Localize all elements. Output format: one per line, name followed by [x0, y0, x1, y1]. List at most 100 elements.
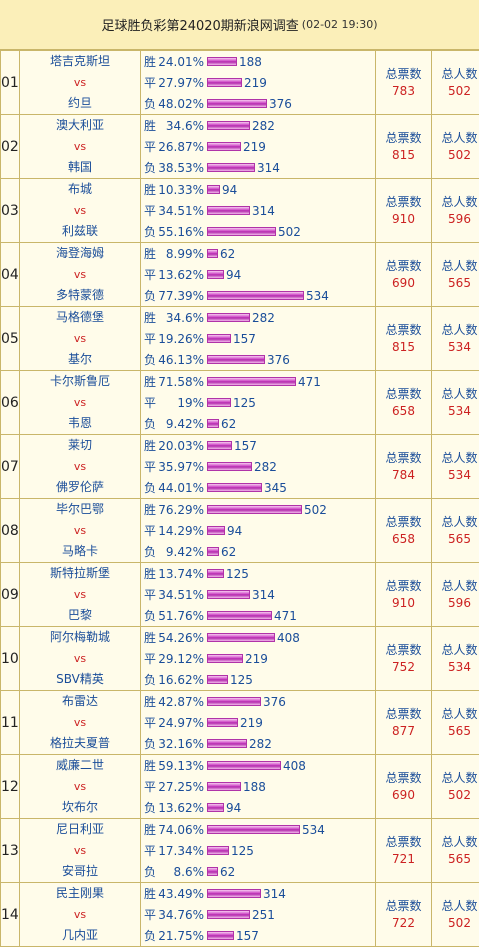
away-team[interactable]: 格拉夫夏普	[20, 733, 140, 754]
total-votes-cell: 总票数 752	[376, 627, 432, 691]
away-team[interactable]: SBV精英	[20, 669, 140, 690]
odds-percent-lose: 32.16%	[157, 737, 207, 751]
vs-label: vs	[20, 328, 140, 349]
odds-label-lose: 负	[144, 223, 157, 240]
home-team[interactable]: 马格德堡	[20, 307, 140, 328]
odds-count-lose: 157	[236, 929, 259, 943]
odds-row-win: 胜 10.33% 94	[144, 179, 375, 200]
away-team[interactable]: 约旦	[20, 93, 140, 114]
total-votes-cell: 总票数 721	[376, 819, 432, 883]
odds-label-win: 胜	[144, 373, 157, 390]
odds-count-lose: 502	[278, 225, 301, 239]
odds-row-draw: 平 27.97% 219	[144, 72, 375, 93]
odds-count-lose: 94	[226, 801, 241, 815]
odds-percent-draw: 13.62%	[157, 268, 207, 282]
odds-bar-draw	[207, 718, 238, 727]
odds-label-win: 胜	[144, 53, 157, 70]
odds-label-lose: 负	[144, 287, 157, 304]
home-team[interactable]: 塔吉克斯坦	[20, 51, 140, 72]
odds-bar-win	[207, 825, 300, 834]
away-team[interactable]: 基尔	[20, 349, 140, 370]
match-row: 02 澳大利亚 vs 韩国 胜 34.6% 282 平 26.87% 219	[1, 115, 479, 179]
odds-row-lose: 负 38.53% 314	[144, 157, 375, 178]
total-votes-cell: 总票数 815	[376, 307, 432, 371]
odds-label-draw: 平	[144, 586, 157, 603]
odds-bar-lose	[207, 483, 262, 492]
home-team[interactable]: 尼日利亚	[20, 819, 140, 840]
odds-percent-lose: 48.02%	[157, 97, 207, 111]
odds-label-lose: 负	[144, 159, 157, 176]
match-row: 13 尼日利亚 vs 安哥拉 胜 74.06% 534 平 17.34% 125	[1, 819, 479, 883]
home-team[interactable]: 民主刚果	[20, 883, 140, 904]
total-votes-value: 910	[376, 211, 431, 228]
survey-timestamp: (02-02 19:30)	[302, 18, 378, 31]
total-people-value: 565	[432, 275, 479, 292]
home-team[interactable]: 阿尔梅勒城	[20, 627, 140, 648]
away-team[interactable]: 马略卡	[20, 541, 140, 562]
away-team[interactable]: 多特蒙德	[20, 285, 140, 306]
vs-label: vs	[20, 904, 140, 925]
away-team[interactable]: 佛罗伦萨	[20, 477, 140, 498]
vote-distribution: 胜 42.87% 376 平 24.97% 219 负 32.16% 282	[141, 691, 376, 755]
match-teams: 布雷达 vs 格拉夫夏普	[20, 691, 141, 755]
odds-count-draw: 219	[245, 652, 268, 666]
odds-label-win: 胜	[144, 885, 157, 902]
home-team[interactable]: 莱切	[20, 435, 140, 456]
away-team[interactable]: 安哥拉	[20, 861, 140, 882]
away-team[interactable]: 韦恩	[20, 413, 140, 434]
total-votes-label: 总票数	[376, 642, 431, 659]
total-people-label: 总人数	[432, 194, 479, 211]
home-team[interactable]: 布雷达	[20, 691, 140, 712]
total-votes-value: 721	[376, 851, 431, 868]
total-people-cell: 总人数 534	[432, 371, 479, 435]
odds-percent-lose: 51.76%	[157, 609, 207, 623]
home-team[interactable]: 海登海姆	[20, 243, 140, 264]
home-team[interactable]: 斯特拉斯堡	[20, 563, 140, 584]
total-votes-cell: 总票数 877	[376, 691, 432, 755]
odds-bar-lose	[207, 419, 219, 428]
total-votes-label: 总票数	[376, 130, 431, 147]
home-team[interactable]: 卡尔斯鲁厄	[20, 371, 140, 392]
total-votes-cell: 总票数 658	[376, 371, 432, 435]
total-people-value: 502	[432, 83, 479, 100]
away-team[interactable]: 利兹联	[20, 221, 140, 242]
odds-count-win: 62	[220, 247, 235, 261]
vs-label: vs	[20, 584, 140, 605]
away-team[interactable]: 巴黎	[20, 605, 140, 626]
odds-percent-win: 34.6%	[157, 311, 207, 325]
odds-row-draw: 平 17.34% 125	[144, 840, 375, 861]
total-people-label: 总人数	[432, 258, 479, 275]
match-teams: 布城 vs 利兹联	[20, 179, 141, 243]
odds-count-draw: 314	[252, 204, 275, 218]
odds-row-lose: 负 13.62% 94	[144, 797, 375, 818]
vote-distribution: 胜 13.74% 125 平 34.51% 314 负 51.76% 471	[141, 563, 376, 627]
odds-count-draw: 157	[233, 332, 256, 346]
total-votes-cell: 总票数 658	[376, 499, 432, 563]
away-team[interactable]: 几内亚	[20, 925, 140, 946]
odds-label-draw: 平	[144, 138, 157, 155]
odds-bar-lose	[207, 803, 224, 812]
odds-row-lose: 负 77.39% 534	[144, 285, 375, 306]
odds-bar-lose	[207, 99, 267, 108]
odds-label-win: 胜	[144, 245, 157, 262]
home-team[interactable]: 澳大利亚	[20, 115, 140, 136]
home-team[interactable]: 威廉二世	[20, 755, 140, 776]
odds-count-win: 408	[283, 759, 306, 773]
odds-percent-draw: 14.29%	[157, 524, 207, 538]
match-number: 12	[1, 755, 20, 819]
odds-percent-draw: 29.12%	[157, 652, 207, 666]
home-team[interactable]: 布城	[20, 179, 140, 200]
odds-row-lose: 负 55.16% 502	[144, 221, 375, 242]
away-team[interactable]: 坎布尔	[20, 797, 140, 818]
odds-bar-lose	[207, 611, 272, 620]
match-row: 07 莱切 vs 佛罗伦萨 胜 20.03% 157 平 35.97% 282	[1, 435, 479, 499]
odds-percent-win: 8.99%	[157, 247, 207, 261]
away-team[interactable]: 韩国	[20, 157, 140, 178]
home-team[interactable]: 毕尔巴鄂	[20, 499, 140, 520]
odds-label-draw: 平	[144, 714, 157, 731]
odds-label-lose: 负	[144, 799, 157, 816]
survey-title: 足球胜负彩第24020期新浪网调查	[101, 15, 298, 34]
vote-distribution: 胜 10.33% 94 平 34.51% 314 负 55.16% 502	[141, 179, 376, 243]
odds-count-lose: 376	[269, 97, 292, 111]
odds-row-lose: 负 21.75% 157	[144, 925, 375, 946]
